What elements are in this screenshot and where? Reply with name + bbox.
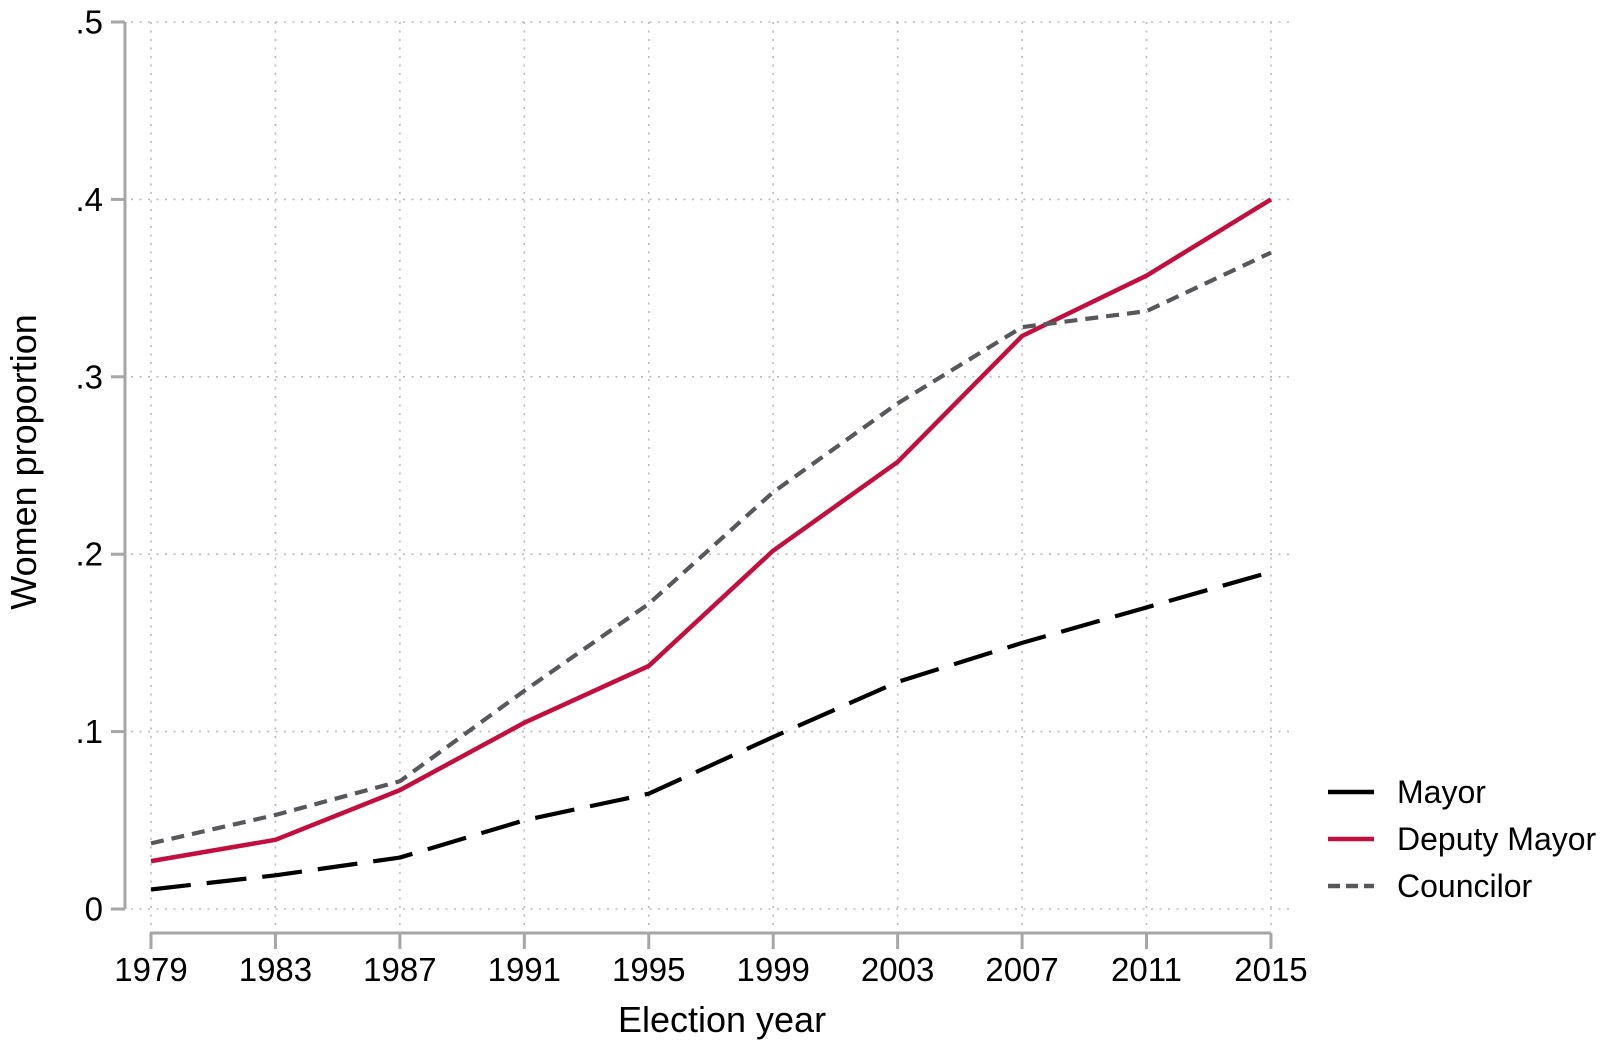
legend-item-mayor: Mayor <box>1327 773 1596 810</box>
x-tick-label-2003: 2003 <box>861 951 934 988</box>
x-tick-label-1987: 1987 <box>363 951 436 988</box>
y-tick-label-0.4: .4 <box>75 181 103 218</box>
deputy-mayor-line-key-icon <box>1328 836 1374 842</box>
legend: Mayor Deputy Mayor Councilor <box>1327 773 1597 904</box>
legend-item-deputy-mayor: Deputy Mayor <box>1327 820 1597 857</box>
x-tick-label-1979: 1979 <box>114 951 187 988</box>
series-line-mayor <box>150 569 1272 892</box>
y-tick-label-0: 0 <box>85 891 103 928</box>
councilor-line-key-icon <box>1328 883 1374 889</box>
mayor-line-key-icon <box>1328 789 1374 795</box>
legend-item-councilor: Councilor <box>1327 867 1596 904</box>
x-axis-title: Election year <box>617 999 827 1040</box>
legend-label-deputy-mayor: Deputy Mayor <box>1397 820 1597 857</box>
series-line-councilor <box>150 250 1272 846</box>
y-tick-label-0.1: .1 <box>75 713 103 750</box>
x-tick-label-2015: 2015 <box>1234 951 1307 988</box>
legend-label-mayor: Mayor <box>1397 773 1486 810</box>
x-tick-label-1995: 1995 <box>612 951 685 988</box>
x-tick-label-2011: 2011 <box>1111 951 1182 988</box>
series-line-deputy-mayor <box>150 197 1273 864</box>
x-tick-label-1983: 1983 <box>239 951 312 988</box>
x-tick-label-1991: 1991 <box>488 951 561 988</box>
x-tick-label-2007: 2007 <box>985 951 1058 988</box>
x-tick-label-1999: 1999 <box>736 951 809 988</box>
y-tick-label-0.2: .2 <box>75 536 103 573</box>
y-axis-title: Women proportion <box>3 314 44 610</box>
y-tick-label-0.5: .5 <box>75 4 103 41</box>
legend-label-councilor: Councilor <box>1397 867 1533 904</box>
y-tick-label-0.3: .3 <box>75 358 103 395</box>
